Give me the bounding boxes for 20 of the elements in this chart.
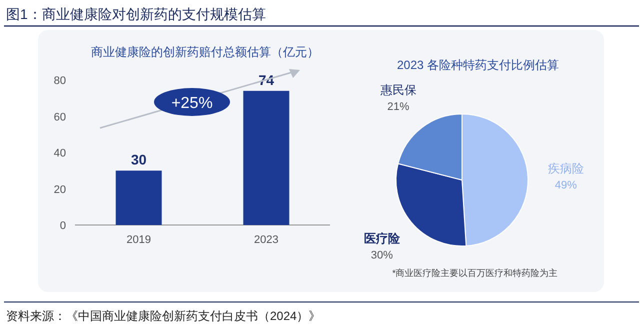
text: 资料来源：《中国商业健康险创新药支付白皮书（2024）》 <box>6 309 321 323</box>
y-tick-label: 60 <box>54 111 66 124</box>
annotation: +25% <box>171 95 213 112</box>
y-tick-label: 0 <box>60 220 66 232</box>
x-tick-label: 2023 <box>254 234 278 246</box>
y-tick-label: 80 <box>54 75 66 87</box>
slice-label: 疾病险 <box>548 162 584 176</box>
x-tick-label: 2019 <box>126 234 151 246</box>
text: *商业医疗险主要以百万医疗和特药险为主 <box>392 268 558 278</box>
y-tick-label: 40 <box>54 148 66 160</box>
data-label: 30 <box>130 152 147 168</box>
y-tick-label: 20 <box>54 184 66 196</box>
chart-subtitle: 商业健康险的创新药赔付总额估算（亿元） <box>91 45 319 59</box>
data-label: 21% <box>387 100 410 113</box>
data-label: 30% <box>370 249 394 262</box>
chart-title: 2023 各险种特药支付比例估算 <box>396 58 560 72</box>
chart-title: 图1：商业健康险对创新药的支付规模估算 <box>6 6 266 22</box>
slice-label: 医疗险 <box>364 231 401 246</box>
slice-label: 惠民保 <box>379 82 416 97</box>
data-label: 49% <box>554 180 578 192</box>
